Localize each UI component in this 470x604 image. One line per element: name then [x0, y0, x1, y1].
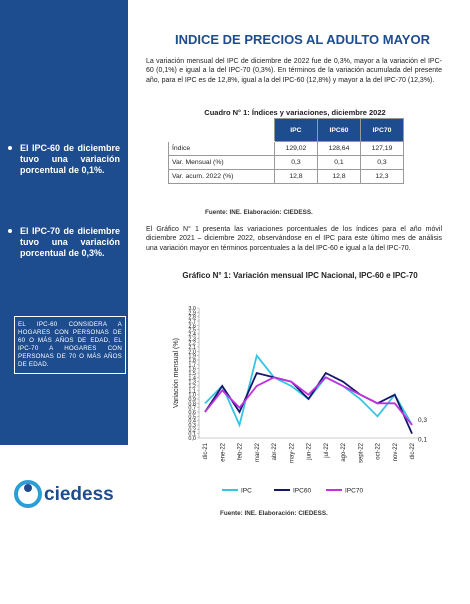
td: 128,64 — [316, 141, 361, 156]
table-caption: Cuadro N° 1: Índices y variaciones, dici… — [204, 108, 386, 117]
x-tick-label: ago-22 — [341, 442, 347, 461]
logo: ciedess — [14, 480, 114, 508]
y-tick-label: 2,1 — [188, 345, 196, 351]
td: 12,8 — [316, 169, 361, 184]
y-tick-label: 0,7 — [188, 406, 196, 412]
table-header: IPC IPC60 IPC70 — [168, 118, 405, 142]
logo-text: ciedess — [44, 484, 114, 505]
x-tick-label: may-22 — [289, 442, 295, 463]
y-axis-label: Variación mensual (%) — [173, 338, 180, 408]
y-tick-label: 2,7 — [188, 319, 196, 325]
x-tick-label: dic-22 — [410, 442, 416, 459]
legend-label: IPC — [241, 488, 252, 495]
sidebar — [0, 0, 128, 445]
y-tick-label: 0,0 — [188, 436, 196, 442]
td: Índice — [168, 141, 275, 156]
td: 127,19 — [359, 141, 405, 156]
line-series — [204, 353, 413, 428]
logo-icon — [24, 484, 32, 492]
y-tick-label: 3,0 — [188, 306, 196, 312]
y-tick-label: 2,6 — [188, 323, 196, 329]
x-tick-label: abr-22 — [272, 442, 278, 460]
y-tick-label: 2,3 — [188, 336, 196, 342]
y-tick-label: 1,4 — [188, 375, 196, 381]
td: 12,8 — [273, 169, 318, 184]
chart-title: Gráfico N° 1: Variación mensual IPC Naci… — [182, 271, 418, 280]
legend-label: IPC60 — [293, 488, 311, 495]
table-source: Fuente: INE. Elaboración: CIEDESS. — [205, 209, 313, 216]
legend-label: IPC70 — [345, 488, 363, 495]
x-tick-label: jun-22 — [307, 442, 313, 460]
note-box: EL IPC-60 CONSIDERA A HOGARES CON PERSON… — [14, 316, 126, 374]
y-tick-label: 2,5 — [188, 328, 196, 334]
table-row: Var. Mensual (%) 0,3 0,1 0,3 — [168, 155, 405, 170]
line-series — [204, 376, 413, 426]
y-tick-label: 0,9 — [188, 397, 196, 403]
y-tick-label: 2,9 — [188, 310, 196, 316]
td: 0,3 — [273, 155, 318, 170]
y-tick-label: 0,4 — [188, 419, 196, 425]
y-tick-label: 1,1 — [188, 388, 196, 394]
y-tick-label: 2,4 — [188, 332, 196, 338]
chart: Gráfico N° 1: Variación mensual IPC Naci… — [173, 271, 427, 495]
y-tick-label: 2,2 — [188, 341, 196, 347]
th: IPC70 — [359, 118, 405, 142]
y-tick-label: 0,5 — [188, 414, 196, 420]
bullet: El IPC-70 de diciembre tuvo una variació… — [8, 226, 120, 258]
td: 12,3 — [359, 169, 405, 184]
y-tick-label: 1,5 — [188, 371, 196, 377]
table: IPC IPC60 IPC70 Índice 129,02 128,64 127,19… — [168, 118, 405, 184]
y-tick-label: 1,9 — [188, 354, 196, 360]
x-tick-label: ene-22 — [220, 442, 226, 461]
y-tick-label: 0,8 — [188, 401, 196, 407]
data-label: 0,3 — [418, 417, 427, 424]
x-tick-label: nov-22 — [393, 442, 399, 461]
data-label: 0,1 — [418, 437, 427, 444]
bullet: El IPC-60 de diciembre tuvo una variació… — [8, 143, 120, 175]
td: 0,1 — [316, 155, 361, 170]
th: IPC60 — [316, 118, 361, 142]
y-tick-label: 1,8 — [188, 358, 196, 364]
y-tick-label: 2,0 — [188, 349, 196, 355]
td: Var. acum. 2022 (%) — [168, 169, 275, 184]
table-corner — [168, 118, 275, 142]
y-tick-label: 1,3 — [188, 380, 196, 386]
td: Var. Mensual (%) — [168, 155, 275, 170]
y-tick-label: 0,2 — [188, 427, 196, 433]
y-tick-label: 1,2 — [188, 384, 196, 390]
y-tick-label: 1,6 — [188, 367, 196, 373]
y-tick-label: 0,6 — [188, 410, 196, 416]
bulletin-date: 6 de enero de 2023 — [401, 98, 462, 105]
td: 0,3 — [359, 155, 405, 170]
x-tick-label: sept-22 — [358, 442, 364, 463]
chart-source: Fuente: INE. Elaboración: CIEDESS. — [220, 510, 328, 517]
bulletin-number: N° 95 — [426, 80, 462, 96]
y-tick-label: 1,7 — [188, 362, 196, 368]
x-tick-label: dic-21 — [203, 442, 209, 459]
td: 129,02 — [273, 141, 318, 156]
bulletin-label: BOLETÍN — [414, 68, 462, 80]
x-tick-label: oct-22 — [376, 442, 382, 459]
y-tick-label: 0,1 — [188, 432, 196, 438]
x-tick-label: mar-22 — [255, 442, 261, 462]
page-title: INDICE DE PRECIOS AL ADULTO MAYOR — [175, 32, 430, 47]
paragraph: La variación mensual del IPC de diciembr… — [146, 58, 442, 84]
paragraph: El Gráfico N° 1 presenta las variaciones… — [146, 226, 442, 252]
x-tick-label: feb-22 — [238, 442, 244, 460]
table-row: Índice 129,02 128,64 127,19 — [168, 141, 405, 156]
y-tick-label: 1,0 — [188, 393, 196, 399]
y-tick-label: 2,8 — [188, 315, 196, 321]
logo-icon — [14, 480, 42, 508]
table-row: Var. acum. 2022 (%) 12,8 12,8 12,3 — [168, 169, 405, 184]
th: IPC — [273, 118, 318, 142]
x-tick-label: jul-22 — [324, 442, 330, 458]
y-tick-label: 0,3 — [188, 423, 196, 429]
